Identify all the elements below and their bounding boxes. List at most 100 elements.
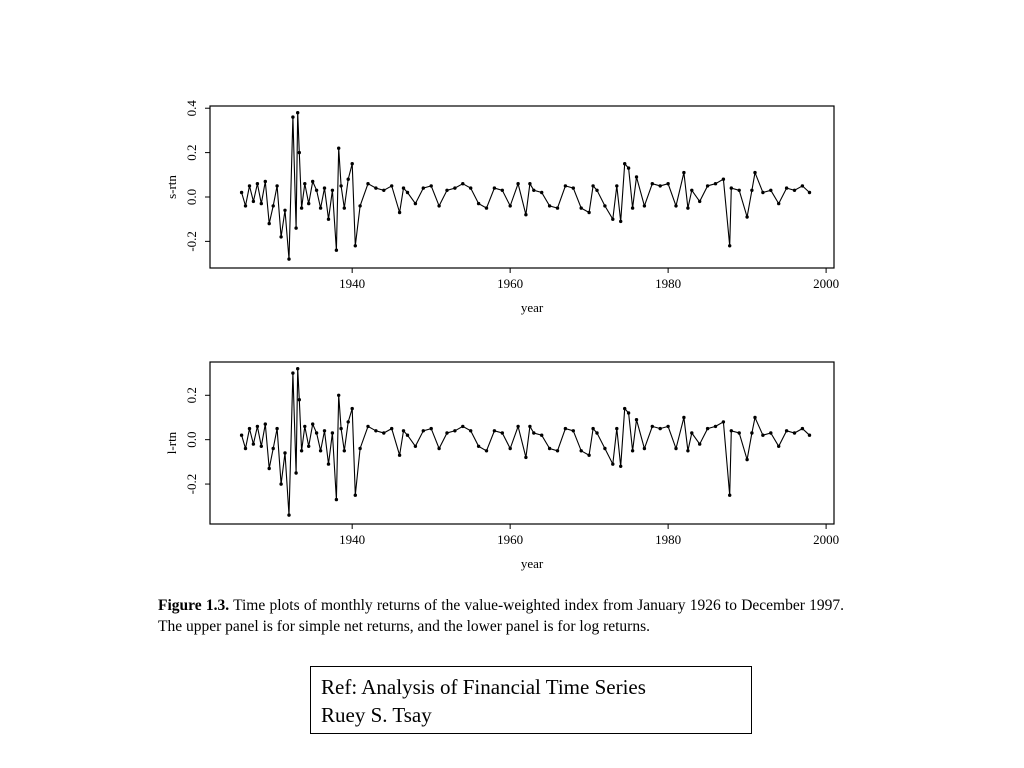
returns-data-point — [555, 206, 560, 210]
returns-data-point — [275, 184, 279, 188]
returns-data-point — [508, 446, 512, 451]
returns-data-point — [777, 201, 781, 206]
returns-data-point — [445, 188, 449, 192]
returns-data-point — [807, 190, 812, 195]
returns-data-point — [658, 184, 662, 188]
returns-data-point — [615, 426, 619, 431]
returns-data-point — [508, 204, 512, 208]
returns-data-point — [705, 426, 710, 431]
returns-data-point — [413, 444, 418, 448]
returns-data-point — [382, 431, 386, 435]
returns-data-point — [540, 433, 544, 437]
returns-data-point — [761, 190, 765, 195]
returns-data-point — [524, 455, 528, 460]
returns-data-point — [674, 204, 678, 208]
returns-data-point — [745, 215, 749, 219]
returns-data-point — [777, 444, 781, 448]
returns-data-point — [800, 184, 805, 188]
y-tick-label: 0.0 — [184, 189, 199, 205]
reference-title: Ref: Analysis of Financial Time Series — [321, 675, 646, 699]
returns-data-point — [500, 431, 504, 435]
returns-data-point — [453, 186, 457, 190]
returns-data-point — [630, 449, 635, 453]
returns-data-point — [263, 179, 267, 184]
returns-data-point — [516, 424, 520, 429]
y-tick-label: 0.4 — [184, 100, 199, 117]
returns-data-point — [792, 188, 797, 192]
returns-data-point — [784, 429, 789, 433]
returns-data-point — [421, 429, 425, 433]
log-returns-panel: 1940 1960 1980 2000 -0.2 0.0 0.2 l-rtn year — [150, 350, 850, 585]
returns-data-point — [294, 471, 298, 475]
returns-data-point — [713, 424, 718, 429]
y-tick-label: 0.2 — [184, 144, 199, 160]
returns-data-point — [745, 457, 749, 462]
returns-data-point — [267, 221, 271, 226]
returns-data-point — [287, 257, 291, 261]
returns-data-point — [784, 186, 789, 190]
returns-data-point — [532, 188, 536, 192]
returns-data-point — [330, 431, 335, 435]
returns-data-point — [469, 186, 473, 190]
x-tick-label: 1980 — [655, 276, 681, 291]
x-tick-label: 1960 — [497, 276, 523, 291]
returns-data-point — [296, 111, 300, 115]
returns-data-point — [358, 446, 362, 451]
returns-data-point — [484, 206, 489, 210]
returns-data-point — [500, 188, 504, 192]
returns-data-point — [705, 184, 710, 188]
y-tick-label: 0.2 — [184, 387, 199, 403]
y-tick-label: 0.0 — [184, 432, 199, 448]
returns-data-point — [247, 426, 252, 431]
returns-data-point — [267, 466, 271, 471]
returns-data-point — [330, 188, 335, 192]
returns-data-point — [623, 162, 627, 166]
returns-data-point — [579, 206, 583, 210]
returns-data-point — [800, 426, 805, 431]
returns-data-point — [275, 426, 279, 431]
returns-data-point — [437, 446, 441, 451]
returns-data-point — [555, 449, 560, 453]
returns-data-point — [650, 424, 654, 429]
returns-data-point — [469, 429, 473, 433]
returns-data-point — [666, 424, 670, 429]
returns-data-point — [737, 188, 741, 192]
returns-data-point — [401, 429, 406, 433]
returns-data-point — [366, 424, 370, 429]
returns-data-point — [350, 162, 354, 166]
returns-data-point — [421, 186, 425, 190]
returns-data-point — [595, 188, 599, 192]
returns-data-point — [461, 424, 465, 429]
returns-data-point — [563, 184, 568, 188]
returns-data-point — [729, 429, 733, 433]
returns-data-point — [721, 177, 726, 181]
returns-data-point — [528, 424, 532, 429]
returns-data-point — [690, 431, 694, 435]
returns-data-point — [634, 418, 639, 422]
returns-data-point — [516, 182, 520, 186]
returns-data-point — [334, 497, 339, 502]
returns-data-point — [287, 513, 291, 517]
returns-data-point — [761, 433, 765, 437]
returns-data-point — [297, 150, 301, 155]
returns-data-point — [587, 453, 591, 457]
returns-data-point — [591, 426, 595, 431]
returns-data-point — [342, 449, 346, 453]
returns-data-point — [350, 406, 354, 411]
plot-frame — [209, 105, 835, 269]
returns-data-point — [453, 429, 457, 433]
returns-data-point — [626, 166, 631, 170]
returns-data-point — [547, 204, 552, 208]
returns-data-point — [239, 433, 244, 437]
returns-data-point — [437, 204, 441, 208]
returns-data-point — [445, 431, 449, 435]
returns-data-point — [255, 424, 260, 429]
reference-author: Ruey S. Tsay — [321, 703, 432, 727]
returns-data-point — [528, 182, 532, 186]
returns-data-point — [429, 426, 433, 431]
returns-data-point — [358, 204, 362, 208]
x-tick-label: 1980 — [655, 532, 681, 547]
returns-data-point — [579, 449, 583, 453]
returns-data-point — [686, 206, 690, 210]
returns-data-point — [492, 186, 497, 190]
